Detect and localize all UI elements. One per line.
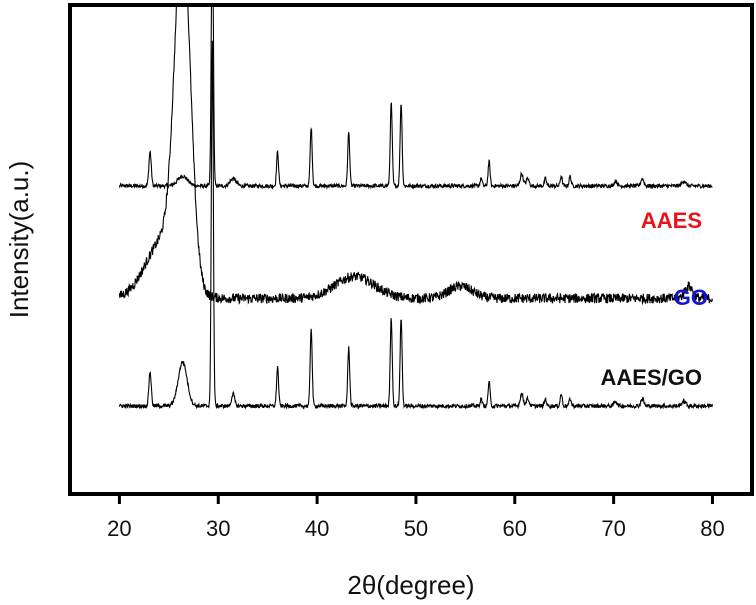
series-label-go: GO — [674, 285, 708, 310]
x-tick-label: 70 — [601, 516, 625, 541]
series-label-aaes-go: AAES/GO — [601, 365, 702, 390]
y-axis-title: Intensity(a.u.) — [4, 161, 34, 319]
x-tick-label: 20 — [107, 516, 131, 541]
plot-frame — [68, 3, 754, 496]
x-axis-title: 2θ(degree) — [347, 570, 474, 600]
series-traces — [118, 5, 714, 410]
series-line-go — [118, 5, 714, 306]
series-line-aaes-go — [118, 40, 713, 410]
series-label-aaes: AAES — [641, 208, 702, 233]
series-line-aaes — [118, 5, 713, 190]
x-tick-label: 50 — [404, 516, 428, 541]
x-tick-label: 40 — [305, 516, 329, 541]
x-tick-label: 80 — [700, 516, 724, 541]
x-tick-label: 30 — [206, 516, 230, 541]
series-labels: AAES GO AAES/GO — [601, 208, 708, 390]
x-tick-label: 60 — [503, 516, 527, 541]
x-axis-ticks: 20 30 40 50 60 70 80 — [107, 494, 725, 541]
